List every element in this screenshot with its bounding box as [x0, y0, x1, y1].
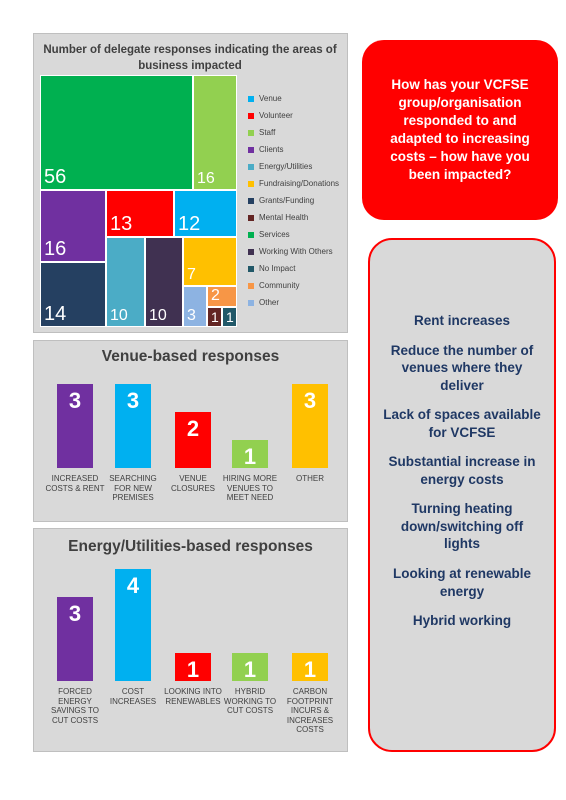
x-tick-label: INCREASED COSTS & RENT [45, 474, 105, 493]
x-tick-label: LOOKING INTO RENEWABLES [164, 687, 222, 706]
data-label: 16 [44, 238, 67, 260]
responses-box: Rent increases Reduce the number of venue… [368, 238, 556, 752]
legend-swatch [248, 300, 254, 306]
response-point: Lack of spaces available for VCFSE [383, 407, 541, 440]
legend-label: Other [259, 298, 280, 307]
data-label: 1 [303, 657, 317, 682]
response-point: Hybrid working [412, 613, 512, 629]
tile: 7 [183, 237, 237, 286]
tile: 3 [183, 286, 207, 327]
data-label: 1 [211, 309, 219, 325]
tile: 14 [40, 262, 106, 327]
chart-title: Number of delegate responses indicating … [43, 44, 337, 73]
data-label: 10 [149, 307, 167, 324]
response-point: Substantial increase in energy costs [388, 454, 536, 487]
tile: 56 [40, 75, 193, 190]
data-label: 14 [44, 303, 67, 325]
legend-label: Grants/Funding [259, 196, 315, 205]
bar: 1 [232, 440, 268, 469]
tile: 1 [207, 307, 222, 327]
bar: 1 [232, 653, 268, 682]
legend-label: Services [259, 230, 290, 239]
question: How has your VCFSE group/organisation re… [390, 77, 530, 182]
bar: 3 [292, 384, 328, 468]
legend-label: Venue [259, 94, 282, 103]
x-tick-label: SEARCHING FOR NEW PREMISES [109, 474, 157, 503]
data-label: 1 [243, 444, 257, 469]
tile: 16 [40, 190, 106, 262]
legend-swatch [248, 164, 254, 170]
x-tick-label: HIRING MORE VENUES TO MEET NEED [222, 474, 278, 503]
legend-label: Fundraising/Donations [259, 179, 340, 188]
data-label: 3 [303, 388, 317, 413]
legend-label: Clients [259, 145, 284, 154]
data-label: 1 [226, 309, 234, 325]
data-label: 4 [126, 573, 140, 598]
data-label: 3 [126, 388, 140, 413]
legend-swatch [248, 130, 254, 136]
data-label: 1 [186, 657, 200, 682]
bar: 1 [292, 653, 328, 682]
bar: 3 [115, 384, 151, 468]
data-label: 10 [110, 307, 128, 324]
bar: 3 [57, 597, 93, 681]
legend-label: Community [259, 281, 300, 290]
legend-swatch [248, 181, 254, 187]
legend-swatch [248, 215, 254, 221]
response-point: Rent increases [413, 313, 511, 328]
tile: 1 [222, 307, 237, 327]
legend-swatch [248, 96, 254, 102]
bar: 3 [57, 384, 93, 468]
tile: 13 [106, 190, 174, 237]
x-tick-label: OTHER [296, 474, 324, 483]
data-label: 2 [211, 287, 220, 304]
data-label: 56 [44, 166, 67, 188]
data-label: 3 [68, 601, 82, 626]
legend-swatch [248, 232, 254, 238]
bar: 2 [175, 412, 211, 468]
bar: 1 [175, 653, 211, 682]
question-box: How has your VCFSE group/organisation re… [362, 40, 558, 220]
x-tick-label: CARBON FOOTPRINT INCURS & INCREASES COST… [286, 687, 334, 735]
data-label: 1 [243, 657, 257, 682]
response-point: Turning heating down/switching off light… [400, 501, 524, 552]
legend-label: Mental Health [259, 213, 309, 222]
legend-label: No Impact [259, 264, 296, 273]
data-label: 3 [187, 307, 196, 324]
response-point: Reduce the number of venues where they d… [390, 342, 534, 393]
chart-title: Venue-based responses [101, 348, 280, 365]
x-tick-label: COST INCREASES [109, 687, 157, 706]
tile: 16 [193, 75, 237, 190]
data-label: 3 [68, 388, 82, 413]
legend-swatch [248, 266, 254, 272]
legend-swatch [248, 198, 254, 204]
bar: 4 [115, 569, 151, 681]
legend-swatch [248, 249, 254, 255]
legend-swatch [248, 283, 254, 289]
x-tick-label: VENUE CLOSURES [170, 474, 215, 493]
legend-label: Staff [259, 128, 276, 137]
x-tick-label: HYBRID WORKING TO CUT COSTS [223, 687, 277, 716]
tile: 2 [207, 286, 237, 307]
data-label: 13 [110, 213, 133, 235]
data-label: 7 [187, 266, 196, 283]
tile: 10 [145, 237, 183, 327]
legend-label: Energy/Utilities [259, 162, 313, 171]
data-label: 16 [197, 170, 215, 187]
legend-label: Volunteer [259, 111, 293, 120]
legend-swatch [248, 113, 254, 119]
response-point: Looking at renewable energy [392, 566, 532, 599]
x-tick-label: FORCED ENERGY SAVINGS TO CUT COSTS [50, 687, 99, 725]
chart-title: Energy/Utilities-based responses [68, 538, 313, 555]
data-label: 12 [178, 213, 201, 235]
tile: 10 [106, 237, 145, 327]
data-label: 2 [186, 416, 200, 441]
legend-label: Working With Others [259, 247, 333, 256]
legend-swatch [248, 147, 254, 153]
tile: 12 [174, 190, 237, 237]
